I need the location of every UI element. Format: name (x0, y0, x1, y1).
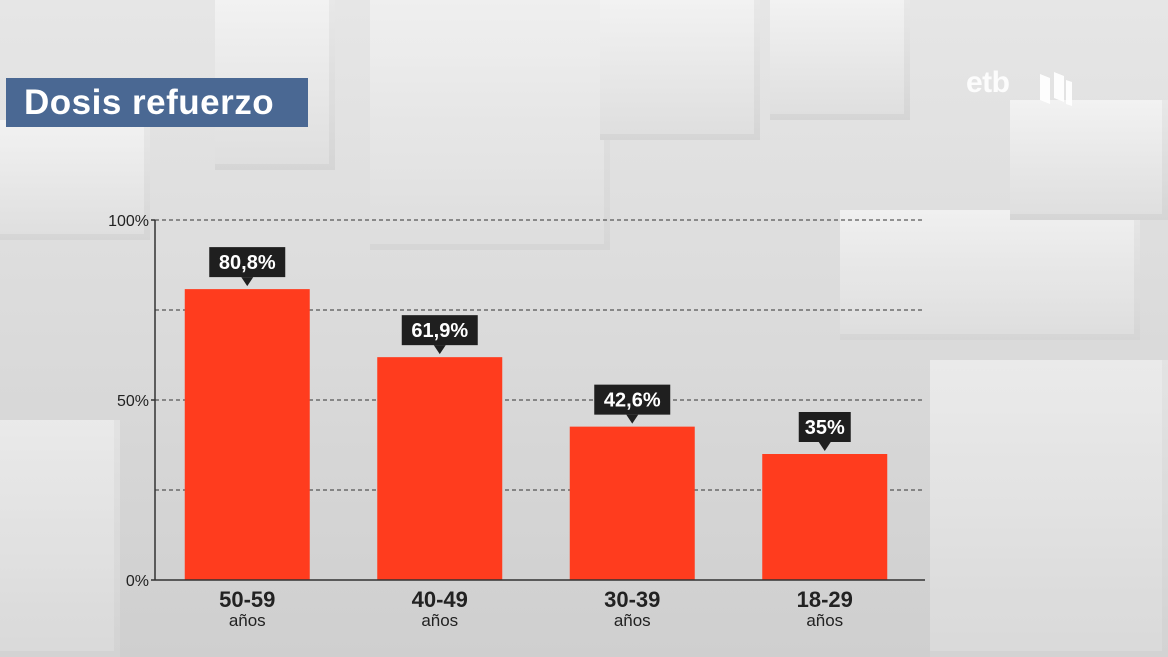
logo-text: etb (966, 66, 1010, 99)
x-tick-label: 50-59 (219, 587, 275, 612)
background-building (370, 0, 610, 250)
background-building (600, 0, 760, 140)
data-label: 35% (805, 417, 845, 439)
data-label-pointer (433, 345, 446, 355)
bar (762, 454, 888, 580)
data-label-box (209, 247, 286, 278)
bar (184, 289, 310, 580)
title-banner: Dosis refuerzo (6, 78, 308, 127)
x-tick-sublabel: años (614, 611, 651, 630)
etb-logo: etb (966, 64, 1076, 110)
background-building (770, 0, 910, 120)
data-label-box (594, 384, 671, 415)
data-label: 61,9% (411, 320, 468, 342)
background-building (1010, 100, 1168, 220)
y-tick-label: 100% (108, 213, 149, 230)
y-tick-label: 0% (126, 573, 149, 590)
background-building (0, 420, 120, 657)
etb-logo-mark-icon (1040, 72, 1072, 106)
data-label-pointer (818, 442, 831, 451)
y-tick-label: 50% (117, 393, 149, 410)
data-label: 42,6% (604, 390, 661, 412)
x-tick-label: 40-49 (412, 587, 468, 612)
background-building (0, 120, 150, 240)
background-building (840, 210, 1140, 340)
x-tick-sublabel: años (806, 611, 843, 630)
x-tick-label: 30-39 (604, 587, 660, 612)
chart-title: Dosis refuerzo (24, 82, 275, 122)
x-tick-sublabel: años (229, 611, 266, 630)
data-label-box (798, 412, 851, 442)
bar (569, 426, 695, 580)
x-tick-label: 18-29 (797, 587, 853, 612)
data-label-pointer (241, 277, 254, 287)
data-label: 80,8% (219, 252, 276, 274)
data-label-pointer (626, 414, 639, 424)
background-building (930, 360, 1168, 657)
bar (377, 357, 503, 580)
x-tick-sublabel: años (421, 611, 458, 630)
data-label-box (401, 315, 478, 346)
